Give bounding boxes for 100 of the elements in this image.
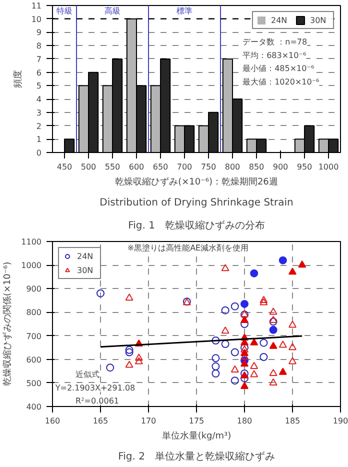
point [212, 354, 220, 362]
point [240, 360, 248, 367]
point [240, 300, 248, 308]
x-tick-label: 800 [224, 162, 240, 172]
y-tick-label: 700 [26, 332, 42, 341]
y-tick-label: 900 [26, 284, 42, 294]
point [250, 362, 258, 369]
point [221, 264, 230, 272]
point [134, 357, 143, 364]
point [288, 357, 296, 364]
point [96, 289, 104, 298]
x-tick-label: 750 [200, 162, 216, 172]
point [260, 296, 268, 303]
y-axis-title: 乾燥収縮ひずみの関係(×10⁻⁶) [2, 262, 14, 386]
x-tick-label: 165 [92, 416, 108, 426]
point [134, 354, 143, 361]
y-tick-label: 3 [36, 108, 42, 118]
y-tick-label: 1000 [21, 261, 42, 270]
point [230, 348, 239, 356]
point [125, 360, 134, 368]
point [230, 302, 239, 310]
point [250, 370, 258, 378]
ref-line-label: 特級 [56, 6, 72, 16]
point [288, 343, 296, 350]
x-tick-label: 180 [236, 416, 252, 426]
point [269, 308, 278, 315]
x-tick-label: 900 [272, 162, 288, 172]
x-tick-label: 500 [80, 162, 96, 172]
text: Distribution of Drying Shrinkage Strain [100, 198, 294, 208]
point [106, 364, 114, 372]
x-tick-label: 170 [140, 416, 156, 426]
y-axis-title: 頻度 [12, 70, 24, 88]
point [125, 346, 134, 354]
point [240, 348, 248, 356]
point [221, 326, 230, 334]
y-tick-label: 2 [36, 122, 42, 131]
point [125, 348, 134, 356]
annotation: データ数 ：n=78 [242, 38, 308, 47]
point [260, 298, 268, 306]
point [240, 382, 248, 389]
y-tick-label: 1 [36, 135, 42, 144]
legend-label: 24N [271, 16, 288, 24]
point [278, 368, 287, 375]
y-tick-label: 600 [26, 355, 42, 364]
y-tick-label: 8 [36, 42, 42, 51]
point [288, 320, 296, 328]
y-tick-label: 0 [36, 148, 42, 158]
y-tick-label: 4 [36, 95, 42, 104]
x-tick-label: 550 [104, 162, 120, 172]
x-tick-label: 850 [248, 162, 264, 172]
point [250, 338, 258, 346]
x-axis-title: 単位水量(kg/m³) [162, 430, 232, 442]
point [269, 326, 278, 334]
text: Fig. 1 乾燥収縮ひずみの分布 [128, 220, 265, 232]
y-tick-label: 800 [26, 308, 42, 318]
x-tick-label: 175 [188, 416, 204, 426]
point [240, 374, 248, 382]
point [269, 316, 278, 323]
y-tick-label: 500 [26, 378, 42, 388]
y-tick-label: 6 [36, 68, 42, 78]
x-tick-label: 1000 [318, 162, 339, 172]
point [269, 318, 278, 326]
point [221, 340, 230, 348]
x-axis-title: 乾燥収縮ひずみ(×10⁻⁶)：乾燥期間26週 [115, 176, 278, 188]
y-tick-label: 9 [36, 28, 42, 38]
ref-line-label: 標準 [176, 6, 192, 16]
annotation: ※黒塗りは高性能AE減水剤を使用 [127, 243, 249, 252]
annotation: 近似式 [76, 370, 100, 380]
y-tick-label: 7 [36, 54, 42, 64]
x-tick-label: 185 [284, 416, 300, 426]
text: Fig. 2 単位水量と乾燥収縮ひずみ [118, 450, 275, 462]
legend-label: 30N [310, 16, 328, 24]
point [288, 268, 296, 275]
annotation: 平均：683×10⁻⁶ [242, 50, 306, 60]
point [269, 342, 278, 349]
y-tick-label: 400 [26, 402, 42, 412]
point [269, 368, 278, 376]
point [212, 362, 220, 370]
ref-line-label: 高級 [104, 6, 120, 16]
point [278, 256, 287, 264]
annotation: 最小値：485×10⁻⁶ [242, 64, 314, 74]
point [278, 340, 287, 348]
x-tick-label: 600 [128, 162, 144, 172]
annotation: R²=0.0061 [76, 396, 120, 406]
point [298, 260, 306, 268]
y-tick-label: 5 [36, 82, 42, 91]
point [212, 336, 220, 344]
point [125, 294, 134, 301]
point [212, 370, 220, 378]
legend-label: 30N [77, 266, 94, 274]
x-tick-label: 190 [332, 416, 348, 426]
y-tick-label: 11 [31, 2, 42, 10]
point [260, 338, 268, 347]
annotation: 最大値：1020×10⁻⁶ [242, 77, 320, 86]
point [221, 306, 230, 314]
y-tick-label: 1100 [21, 238, 42, 246]
x-tick-label: 950 [296, 162, 312, 172]
y-tick-label: 10 [31, 14, 42, 24]
x-tick-label: 160 [44, 416, 60, 426]
x-tick-label: 450 [56, 162, 72, 172]
